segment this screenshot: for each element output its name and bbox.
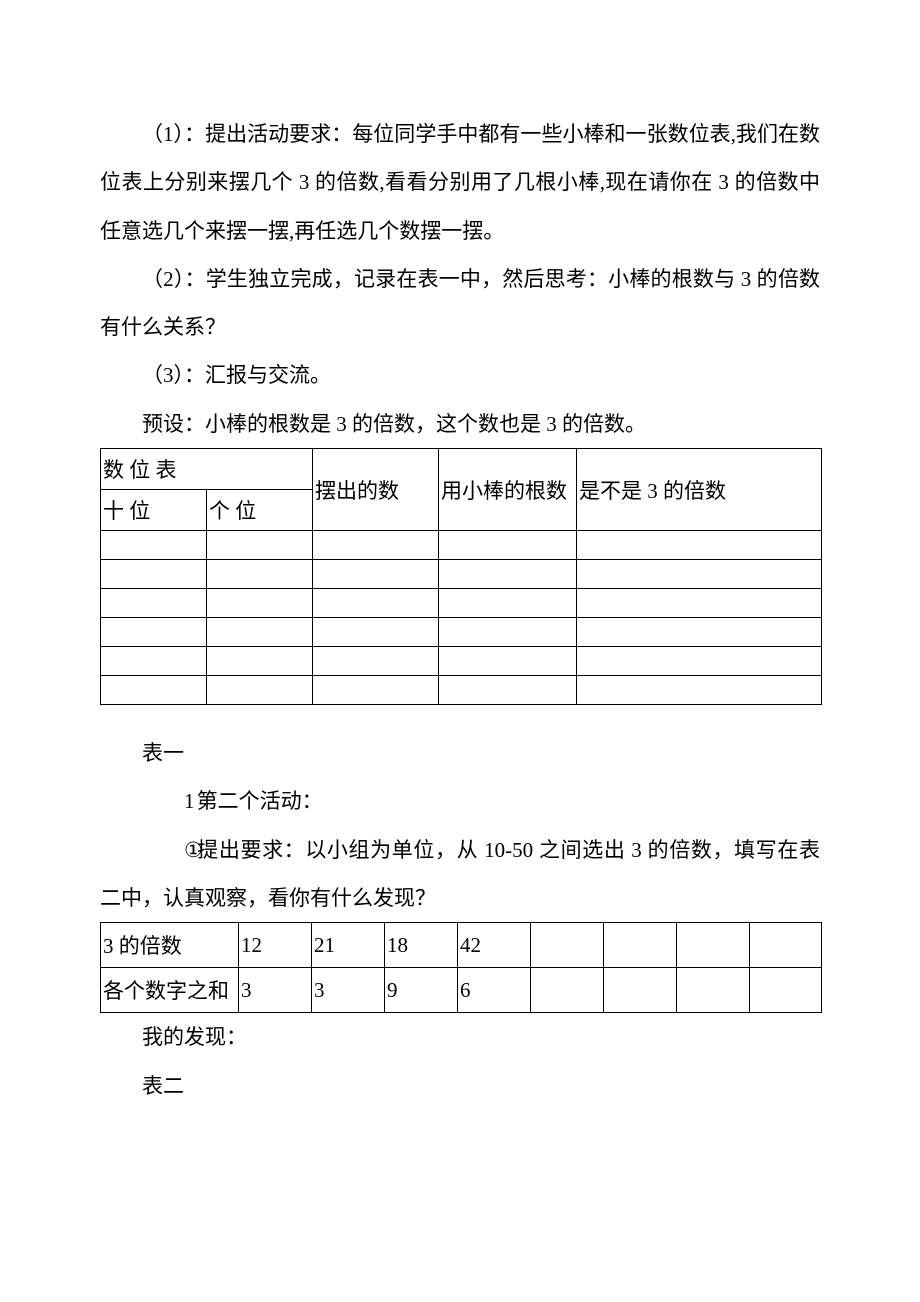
t2-cell <box>531 923 604 968</box>
my-finding: 我的发现： <box>100 1013 820 1061</box>
table-2-caption: 表二 <box>100 1062 820 1110</box>
table-row: 数 位 表 摆出的数 用小棒的根数 是不是 3 的倍数 <box>101 449 822 490</box>
t2-cell <box>750 923 822 968</box>
table-row <box>101 618 822 647</box>
paragraph-3: （3）：汇报与交流。 <box>100 351 820 399</box>
activity-2-line: 1第二个活动： <box>100 777 820 825</box>
table-row <box>101 647 822 676</box>
table-2-wrap: 3 的倍数 12 21 18 42 各个数字之和 3 3 9 6 <box>100 922 821 1013</box>
table-1-caption: 表一 <box>100 729 820 777</box>
th-tens: 十 位 <box>101 490 207 531</box>
table-1-wrap: 数 位 表 摆出的数 用小棒的根数 是不是 3 的倍数 十 位 个 位 <box>100 448 821 705</box>
t2-cell <box>604 968 677 1013</box>
t2-cell: 21 <box>312 923 385 968</box>
t2-cell: 3 <box>239 968 312 1013</box>
table-row <box>101 560 822 589</box>
t2-cell <box>531 968 604 1013</box>
paragraph-1: （1）：提出活动要求：每位同学手中都有一些小棒和一张数位表,我们在数位表上分别来… <box>100 110 820 255</box>
t2-r1-label: 3 的倍数 <box>101 923 239 968</box>
activity-2-title: 第二个活动： <box>197 789 323 813</box>
t2-cell: 9 <box>385 968 458 1013</box>
th-digit-table: 数 位 表 <box>101 449 313 490</box>
t2-r2-label: 各个数字之和 <box>101 968 239 1013</box>
t2-cell <box>750 968 822 1013</box>
th-ones: 个 位 <box>207 490 313 531</box>
t2-cell: 42 <box>458 923 531 968</box>
table-row <box>101 676 822 705</box>
paragraph-2: （2）：学生独立完成，记录在表一中，然后思考：小棒的根数与 3 的倍数有什么关系… <box>100 255 820 352</box>
t2-cell: 12 <box>239 923 312 968</box>
activity-2-req-line: ①提出要求：以小组为单位，从 10-50 之间选出 3 的倍数，填写在表二中，认… <box>100 826 820 923</box>
activity-2-requirement: 提出要求：以小组为单位，从 10-50 之间选出 3 的倍数，填写在表二中，认真… <box>100 838 820 910</box>
t2-cell: 6 <box>458 968 531 1013</box>
t2-cell <box>604 923 677 968</box>
document-page: （1）：提出活动要求：每位同学手中都有一些小棒和一张数位表,我们在数位表上分别来… <box>0 0 920 1170</box>
activity-2-mark: ① <box>142 826 197 874</box>
t2-cell: 18 <box>385 923 458 968</box>
table-row <box>101 589 822 618</box>
t2-cell: 3 <box>312 968 385 1013</box>
th-formed-number: 摆出的数 <box>313 449 439 531</box>
table-row: 各个数字之和 3 3 9 6 <box>101 968 822 1013</box>
table-1: 数 位 表 摆出的数 用小棒的根数 是不是 3 的倍数 十 位 个 位 <box>100 448 822 705</box>
table-row: 3 的倍数 12 21 18 42 <box>101 923 822 968</box>
table-2: 3 的倍数 12 21 18 42 各个数字之和 3 3 9 6 <box>100 922 822 1013</box>
table-row <box>101 531 822 560</box>
t2-cell <box>677 923 750 968</box>
th-sticks-used: 用小棒的根数 <box>439 449 577 531</box>
th-is-multiple-3: 是不是 3 的倍数 <box>577 449 822 531</box>
paragraph-4: 预设：小棒的根数是 3 的倍数，这个数也是 3 的倍数。 <box>100 400 820 448</box>
activity-2-number: 1 <box>142 777 197 825</box>
t2-cell <box>677 968 750 1013</box>
